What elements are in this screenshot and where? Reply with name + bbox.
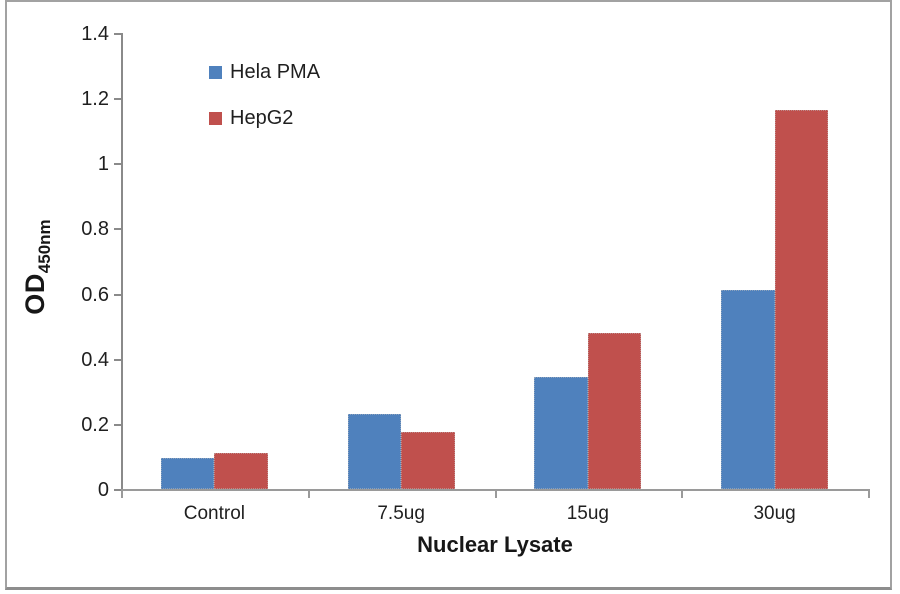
x-axis-tick [494, 491, 497, 498]
y-axis-tick [114, 33, 121, 35]
y-axis-tick-label: 0.2 [81, 413, 109, 436]
y-axis-tick-label: 0.6 [81, 283, 109, 306]
x-axis-tick [868, 491, 870, 498]
legend-item-hepg2: HepG2 [209, 107, 320, 129]
y-axis-tick [114, 423, 121, 426]
bar-hepg2-15ug [587, 332, 642, 489]
y-axis-tick [114, 163, 121, 166]
x-axis-category-label: 30ug [753, 503, 796, 524]
y-axis-tick-label: 0.8 [81, 218, 109, 241]
bar-hela-pma-control [160, 458, 215, 489]
y-axis-tick-label: 1.2 [81, 88, 109, 111]
bar-hepg2-control [214, 453, 268, 489]
y-axis-tick [114, 228, 121, 231]
x-axis-category-label: 15ug [566, 503, 610, 524]
bar-hepg2-30ug [774, 109, 829, 489]
y-axis-line [121, 33, 123, 491]
legend: Hela PMA HepG2 [209, 61, 320, 153]
x-axis-line [121, 489, 870, 491]
legend-item-hela-pma: Hela PMA [209, 61, 320, 83]
bar-hela-pma-7.5ug [347, 414, 402, 489]
legend-swatch-icon [209, 65, 222, 79]
bar-hepg2-7.5ug [401, 432, 455, 489]
legend-label: Hela PMA [230, 60, 321, 83]
bar-hela-pma-15ug [534, 376, 588, 489]
y-axis-tick-label: 1 [97, 153, 109, 176]
x-axis-tick [681, 491, 684, 498]
x-axis-tick [307, 491, 310, 498]
y-axis-tick [114, 489, 121, 491]
x-axis-tick [121, 491, 123, 498]
bar-hela-pma-30ug [721, 290, 775, 489]
y-axis-tick-label: 0.4 [81, 348, 109, 371]
legend-label: HepG2 [230, 106, 294, 129]
y-axis-tick [114, 98, 121, 101]
y-axis-tick-label: 0 [97, 479, 109, 501]
y-axis-tick [114, 293, 121, 296]
y-axis-tick [114, 358, 121, 361]
x-axis-title: Nuclear Lysate [417, 532, 573, 557]
y-axis-tick-label: 1.4 [81, 23, 109, 45]
legend-swatch-icon [209, 111, 222, 125]
x-axis-category-label: 7.5ug [377, 503, 425, 524]
x-axis-category-label: Control [183, 503, 245, 524]
